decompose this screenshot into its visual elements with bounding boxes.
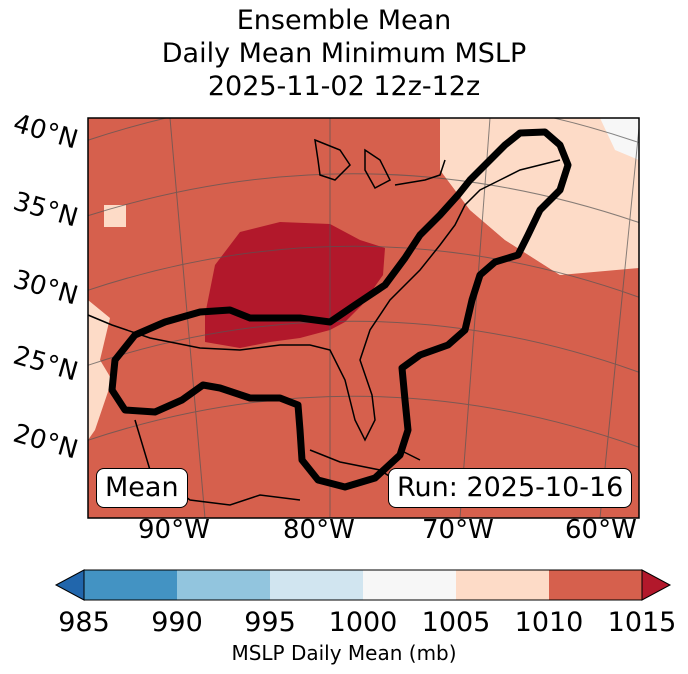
- title-line-3: 2025-11-02 12z-12z: [207, 71, 481, 102]
- colorbar-extend-low: [54, 569, 85, 601]
- pressure-field-1000-1005-corner: [600, 118, 639, 160]
- colorbar-tick-1010: 1010: [514, 607, 584, 638]
- colorbar-tick-985: 985: [58, 607, 110, 638]
- pressure-field-1005-1010-west: [88, 300, 112, 440]
- colorbar-tick-1000: 1000: [328, 607, 398, 638]
- lon-label-60w: 60°W: [565, 515, 637, 545]
- colorbar-tick-995: 995: [244, 607, 296, 638]
- title-line-1: Ensemble Mean: [236, 5, 452, 36]
- title-line-2: Daily Mean Minimum MSLP: [161, 38, 527, 69]
- colorbar-bin-1000-1005: [363, 570, 456, 600]
- graticule: [88, 118, 639, 518]
- pressure-patch-north: [104, 205, 126, 227]
- map-frame: [87, 117, 640, 519]
- colorbar-bin-995-1000: [270, 570, 363, 600]
- mean-label-box: Mean: [96, 468, 188, 508]
- colorbar-tick-1015: 1015: [607, 607, 677, 638]
- lon-label-90w: 90°W: [138, 515, 210, 545]
- colorbar-bin-1010-1015: [549, 570, 642, 600]
- coastlines: [88, 138, 561, 506]
- lon-label-70w: 70°W: [422, 515, 494, 545]
- colorbar-tick-1005: 1005: [421, 607, 491, 638]
- colorbar-extend-high: [641, 569, 672, 601]
- colorbar-bin-1005-1010: [456, 570, 549, 600]
- run-date-box: Run: 2025-10-16: [388, 468, 633, 508]
- colorbar-tick-990: 990: [151, 607, 203, 638]
- ensemble-mean-contour: [108, 128, 572, 491]
- lon-label-80w: 80°W: [283, 515, 355, 545]
- colorbar-bin-990-995: [177, 570, 270, 600]
- pressure-field-1010-1015: [88, 118, 639, 518]
- colorbar-label: MSLP Daily Mean (mb): [231, 641, 457, 665]
- colorbar-bin-985-990: [84, 570, 177, 600]
